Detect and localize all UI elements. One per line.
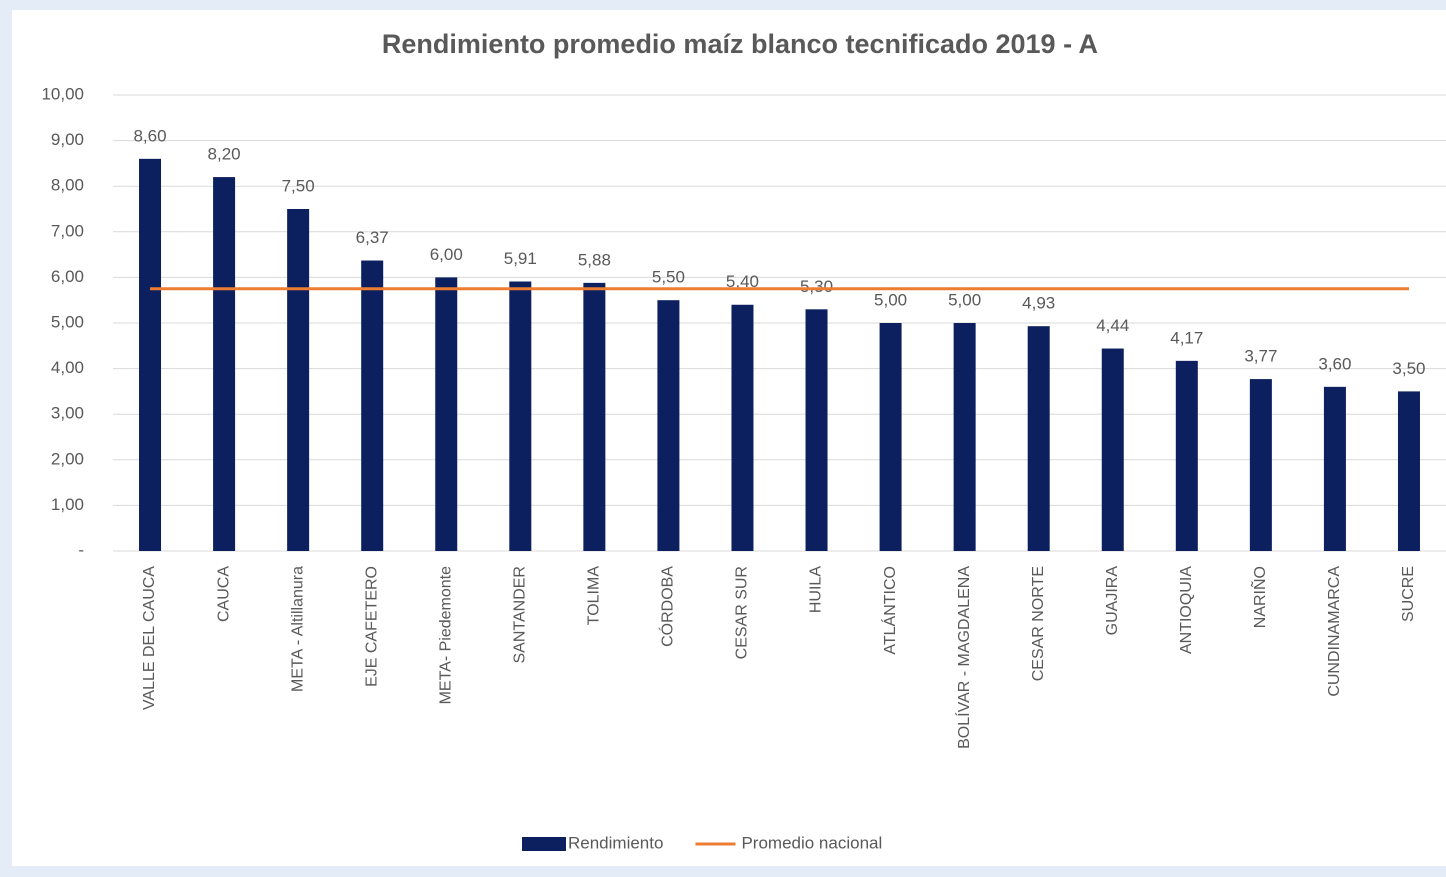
bar bbox=[583, 282, 606, 551]
x-tick-label: VALLE DEL CAUCA bbox=[141, 566, 158, 710]
y-tick-label: 7,00 bbox=[51, 221, 84, 240]
bar bbox=[1101, 348, 1124, 551]
bar bbox=[1027, 326, 1050, 551]
y-tick-label: 9,00 bbox=[51, 130, 84, 149]
bar bbox=[1397, 391, 1420, 551]
x-tick-label: EJE CAFETERO bbox=[363, 566, 380, 687]
data-label: 5,40 bbox=[726, 272, 759, 291]
data-label: 5,30 bbox=[800, 277, 833, 296]
y-tick-label: 4,00 bbox=[51, 358, 84, 377]
bar bbox=[509, 281, 532, 551]
bar bbox=[435, 277, 458, 551]
data-label: 8,60 bbox=[133, 126, 166, 145]
x-tick-label: META- Piedemonte bbox=[437, 566, 454, 705]
data-label: 7,50 bbox=[282, 176, 315, 195]
x-tick-label: CÓRDOBA bbox=[658, 566, 677, 647]
bar bbox=[657, 300, 680, 551]
chart-title: Rendimiento promedio maíz blanco tecnifi… bbox=[382, 29, 1098, 59]
bar bbox=[1175, 360, 1198, 551]
bar bbox=[213, 177, 236, 551]
y-tick-label: 8,00 bbox=[51, 176, 84, 195]
x-tick-label: TOLIMA bbox=[586, 566, 603, 626]
data-label: 3,77 bbox=[1244, 347, 1277, 366]
x-tick-label: CESAR SUR bbox=[734, 566, 751, 659]
x-tick-label: ANTIOQUIA bbox=[1178, 566, 1195, 654]
data-label: 4,17 bbox=[1170, 328, 1203, 347]
y-tick-label: - bbox=[78, 540, 84, 559]
legend-label: Promedio nacional bbox=[741, 833, 882, 852]
x-tick-label: META - Altillanura bbox=[289, 566, 306, 692]
data-label: 4,93 bbox=[1022, 294, 1055, 313]
bar bbox=[139, 158, 162, 551]
y-tick-label: 2,00 bbox=[51, 449, 84, 468]
data-label: 4,44 bbox=[1096, 316, 1129, 335]
x-tick-label: NARIÑO bbox=[1249, 566, 1269, 628]
x-tick-label: GUAJIRA bbox=[1104, 566, 1121, 636]
chart-area bbox=[12, 10, 1446, 866]
data-label: 5,00 bbox=[948, 290, 981, 309]
x-tick-label: ATLÁNTICO bbox=[880, 566, 899, 655]
legend-swatch bbox=[522, 837, 566, 851]
data-label: 6,00 bbox=[430, 245, 463, 264]
x-tick-label: SANTANDER bbox=[512, 566, 529, 664]
data-label: 3,60 bbox=[1318, 354, 1351, 373]
x-tick-label: HUILA bbox=[808, 566, 825, 613]
y-tick-label: 10,00 bbox=[41, 84, 84, 103]
data-label: 8,20 bbox=[208, 145, 241, 164]
bar bbox=[731, 304, 754, 551]
data-label: 5,50 bbox=[652, 268, 685, 287]
bar bbox=[287, 209, 310, 551]
bar bbox=[879, 323, 902, 551]
y-tick-label: 5,00 bbox=[51, 312, 84, 331]
data-label: 5,91 bbox=[504, 249, 537, 268]
legend-label: Rendimiento bbox=[568, 833, 663, 852]
data-label: 5,88 bbox=[578, 250, 611, 269]
y-tick-label: 6,00 bbox=[51, 267, 84, 286]
data-label: 6,37 bbox=[356, 228, 389, 247]
data-label: 3,50 bbox=[1392, 359, 1425, 378]
x-tick-label: CAUCA bbox=[215, 566, 232, 622]
bar bbox=[1323, 386, 1346, 551]
y-tick-label: 3,00 bbox=[51, 404, 84, 423]
bar bbox=[805, 309, 828, 551]
x-tick-label: SUCRE bbox=[1400, 566, 1417, 622]
data-label: 5,00 bbox=[874, 290, 907, 309]
bar bbox=[361, 260, 384, 551]
x-tick-label: CESAR NORTE bbox=[1030, 566, 1047, 681]
bar bbox=[1249, 379, 1272, 551]
x-tick-label: CUNDINAMARCA bbox=[1326, 566, 1343, 697]
bar bbox=[953, 323, 976, 551]
y-tick-label: 1,00 bbox=[51, 495, 84, 514]
x-tick-label: BOLÍVAR - MAGDALENA bbox=[954, 566, 973, 749]
